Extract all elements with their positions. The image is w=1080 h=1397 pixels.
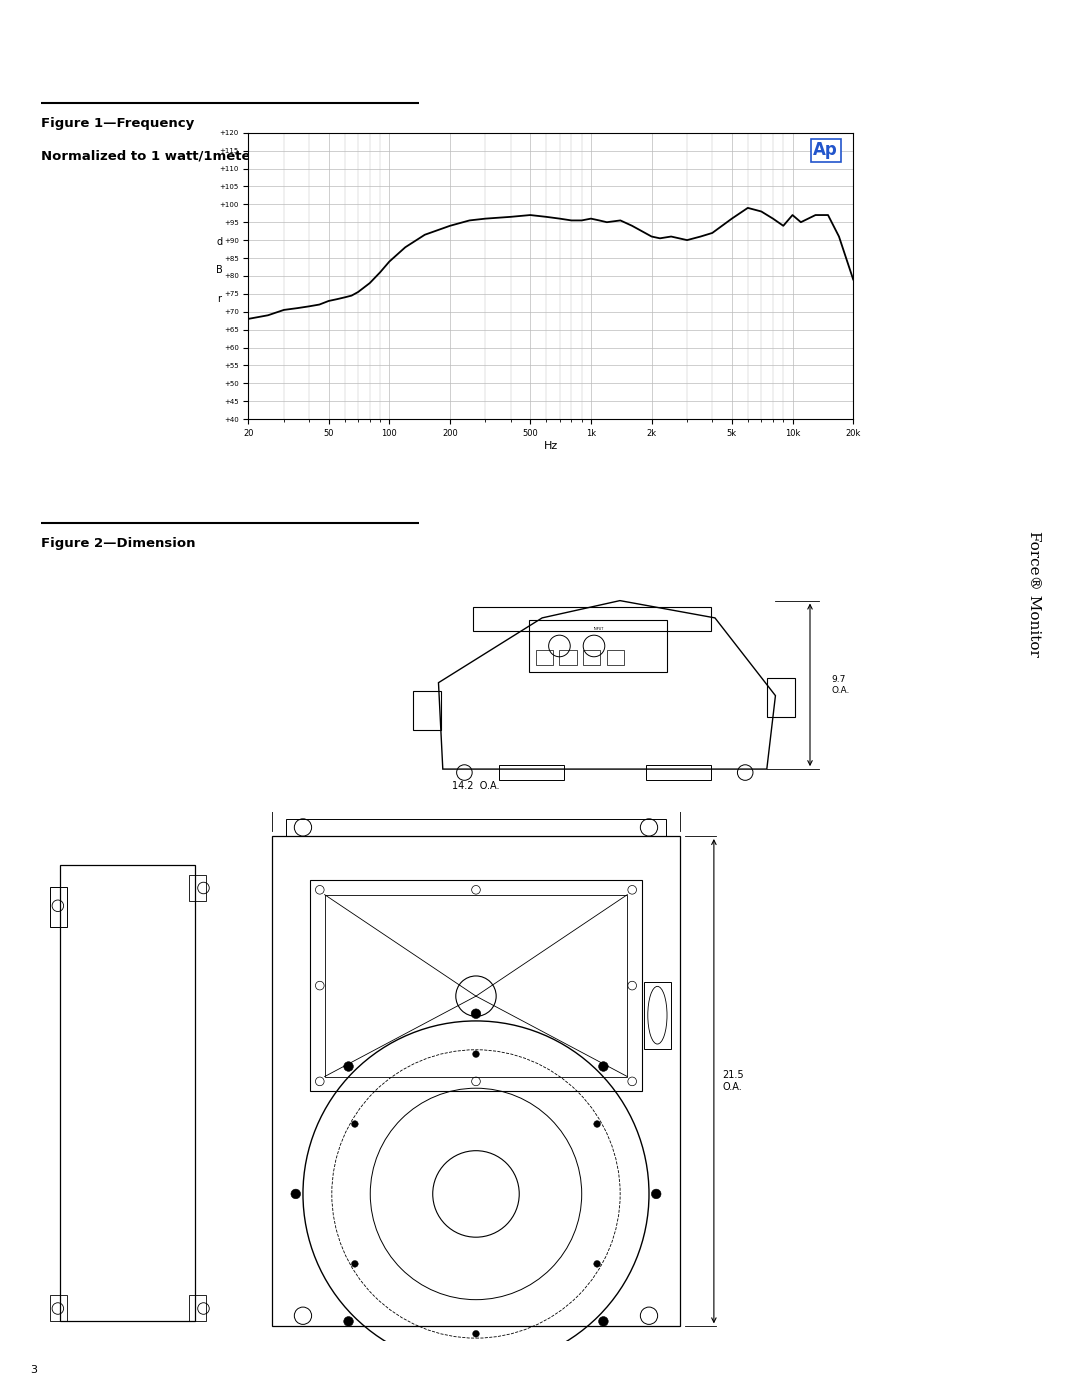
Bar xyxy=(189,1295,206,1322)
Text: 9.7
O.A.: 9.7 O.A. xyxy=(832,675,850,694)
Bar xyxy=(272,835,680,1326)
Circle shape xyxy=(291,1189,300,1199)
Circle shape xyxy=(343,1316,353,1326)
Text: Figure 1—Frequency: Figure 1—Frequency xyxy=(41,117,194,130)
Circle shape xyxy=(471,1369,481,1379)
Bar xyxy=(325,894,627,1077)
Text: Force® Monitor: Force® Monitor xyxy=(1027,531,1040,657)
Text: INPUT: INPUT xyxy=(593,627,604,630)
Text: Ap: Ap xyxy=(813,141,838,159)
Circle shape xyxy=(594,1120,600,1127)
Text: 14.2  O.A.: 14.2 O.A. xyxy=(453,781,500,791)
Bar xyxy=(644,982,671,1049)
Circle shape xyxy=(598,1062,608,1071)
Circle shape xyxy=(594,1260,600,1267)
Text: 3: 3 xyxy=(30,1365,37,1376)
Bar xyxy=(536,650,553,665)
Text: 21.5
O.A.: 21.5 O.A. xyxy=(723,1070,744,1092)
Circle shape xyxy=(473,1330,480,1337)
Bar xyxy=(189,875,206,901)
Bar xyxy=(646,764,711,780)
Bar xyxy=(529,620,667,672)
Bar xyxy=(50,887,67,928)
Circle shape xyxy=(343,1062,353,1071)
Circle shape xyxy=(471,1009,481,1018)
X-axis label: Hz: Hz xyxy=(543,440,558,451)
Text: Force® Monitor: Force® Monitor xyxy=(423,31,618,53)
Circle shape xyxy=(598,1316,608,1326)
Bar xyxy=(473,608,711,631)
Circle shape xyxy=(651,1189,661,1199)
Circle shape xyxy=(473,1051,480,1058)
Bar xyxy=(607,650,624,665)
Text: r: r xyxy=(217,293,221,303)
Bar xyxy=(559,650,577,665)
Text: B: B xyxy=(216,265,222,275)
Bar xyxy=(767,679,795,717)
Bar xyxy=(310,880,642,1091)
Text: Figure 2—Dimension: Figure 2—Dimension xyxy=(41,536,195,550)
Text: Normalized to 1 watt/1meter.: Normalized to 1 watt/1meter. xyxy=(41,149,260,162)
Bar xyxy=(60,865,194,1322)
Bar xyxy=(583,650,600,665)
Bar xyxy=(286,819,665,835)
Text: d: d xyxy=(216,236,222,246)
Circle shape xyxy=(351,1260,359,1267)
Circle shape xyxy=(351,1120,359,1127)
Bar xyxy=(499,764,564,780)
Bar xyxy=(413,692,441,731)
Bar xyxy=(50,1295,67,1322)
